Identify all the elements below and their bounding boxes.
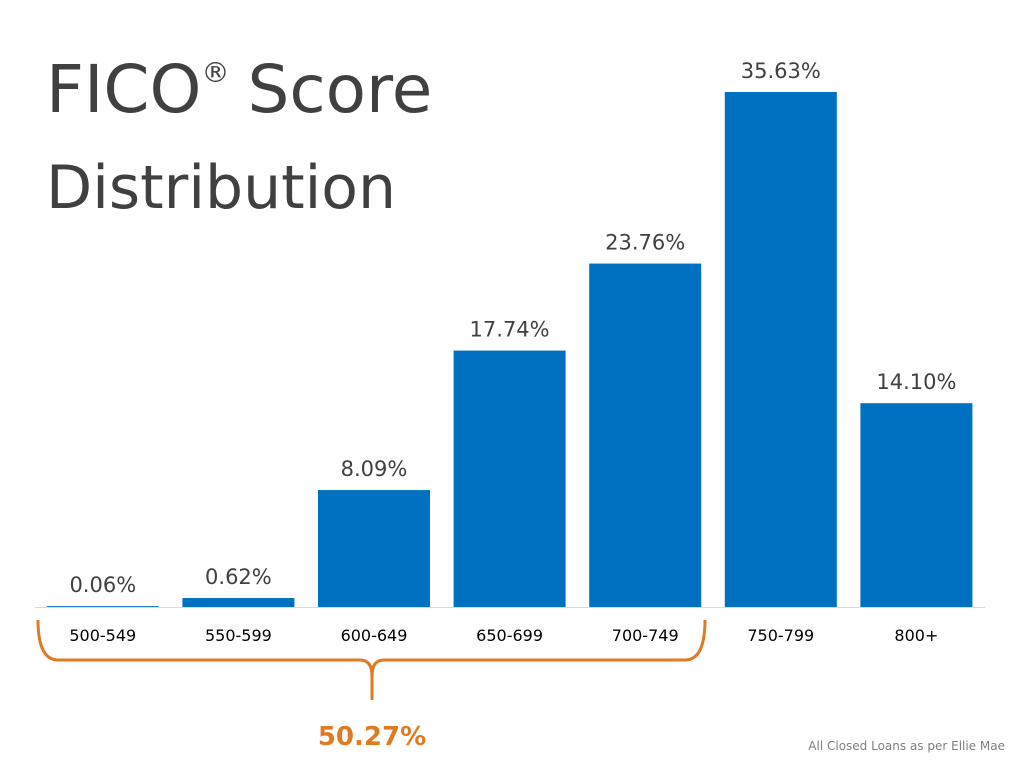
value-label: 35.63%: [741, 59, 821, 83]
x-tick-label: 700-749: [612, 626, 679, 645]
value-label: 14.10%: [876, 370, 956, 394]
x-tick-label: 800+: [894, 626, 938, 645]
value-label: 0.62%: [205, 565, 272, 589]
value-label: 17.74%: [470, 318, 550, 342]
value-label: 8.09%: [341, 457, 408, 481]
value-label: 0.06%: [69, 573, 136, 597]
chart-title: Distribution: [46, 153, 396, 223]
annotation: 50.27%: [318, 722, 426, 752]
bracket: [36, 619, 707, 700]
value-label: 23.76%: [605, 231, 685, 255]
title-part: Score: [247, 51, 432, 128]
x-tick-label: 750-799: [747, 626, 814, 645]
title-part: ®: [201, 56, 229, 89]
bar: [318, 490, 430, 607]
bar: [182, 598, 295, 607]
x-tick-label: 650-699: [476, 626, 543, 645]
x-tick-label: 500-549: [69, 626, 136, 645]
bar: [589, 263, 702, 607]
title-part: FICO: [46, 51, 201, 128]
source-note: All Closed Loans as per Ellie Mae: [808, 739, 1005, 753]
bar: [46, 606, 159, 607]
x-tick-label: 550-599: [205, 626, 272, 645]
bar: [724, 92, 837, 607]
bar: [860, 403, 973, 607]
bar: [453, 350, 566, 607]
chart-title: FICO® Score: [46, 51, 432, 128]
x-tick-label: 600-649: [341, 626, 408, 645]
